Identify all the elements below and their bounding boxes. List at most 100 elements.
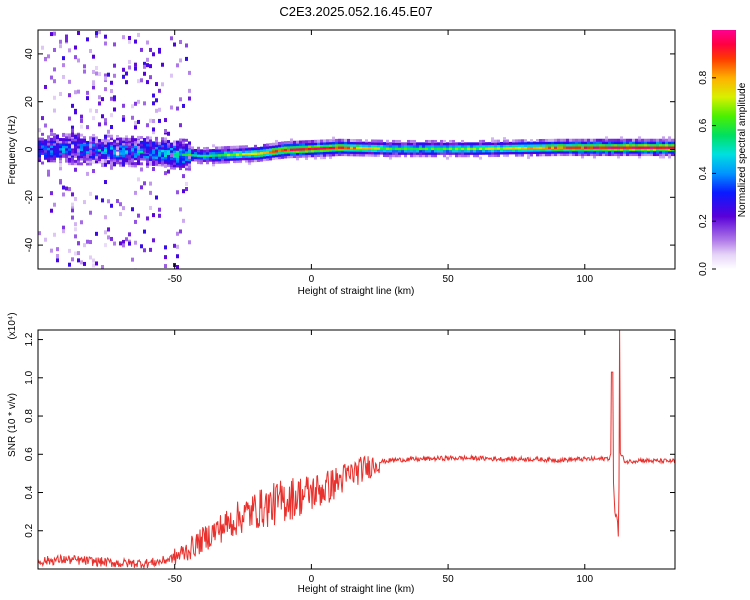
spectrogram-cell — [518, 141, 521, 145]
spectrogram-cell — [128, 232, 131, 237]
spectrogram-cell — [176, 145, 179, 149]
spectrogram-cell — [401, 142, 404, 146]
spectrogram-cell — [668, 143, 671, 147]
spectrogram-cell — [545, 138, 548, 142]
spectrogram-cell — [95, 195, 98, 200]
spectrogram-cell — [521, 144, 524, 148]
spectrogram-cell — [104, 151, 107, 155]
spectrogram-cell — [251, 152, 254, 156]
spectrogram-cell — [458, 144, 461, 148]
spectrogram-cell — [59, 145, 62, 149]
spectrogram-cell — [71, 257, 74, 262]
spectrogram-cell — [416, 149, 419, 153]
spectrogram-cell — [560, 138, 563, 142]
spectrogram-cell — [245, 150, 248, 154]
spectrogram-cell — [137, 32, 140, 37]
spectrogram-cell — [164, 144, 167, 148]
spectrogram-cell — [185, 143, 188, 147]
spectrogram-cell — [422, 149, 425, 153]
spectrogram-cell — [191, 153, 194, 157]
spectrogram-cell — [497, 139, 500, 143]
spectrogram-cell — [173, 142, 176, 146]
spectrogram-cell — [134, 101, 137, 106]
spectrogram-cell — [134, 152, 137, 156]
spectrogram-cell — [398, 149, 401, 153]
spectrogram-cell — [590, 150, 593, 154]
spectrogram-cell — [266, 153, 269, 157]
spectrogram-cell — [128, 140, 131, 144]
spectrogram-cell — [38, 159, 41, 163]
spectrogram-cell — [98, 150, 101, 154]
spectrogram-cell — [74, 147, 77, 151]
spectrogram-cell — [626, 143, 629, 147]
spectrogram-cell — [140, 162, 143, 166]
spectrogram-cell — [74, 152, 77, 156]
spectrogram-cell — [458, 151, 461, 155]
spectrogram-cell — [128, 142, 131, 146]
spectrogram-cell — [62, 74, 65, 79]
spectrogram-cell — [239, 155, 242, 159]
spectrogram-cell — [263, 146, 266, 150]
colorbar-tick-label: 0.6 — [698, 118, 709, 132]
spectrogram-cell — [89, 210, 92, 215]
spectrogram-cell — [419, 149, 422, 153]
spectrogram-cell — [551, 143, 554, 147]
spectrogram-cell — [116, 137, 119, 141]
spectrogram-cell — [224, 146, 227, 150]
spectrogram-cell — [263, 153, 266, 157]
spectrogram-cell — [80, 150, 83, 154]
spectrogram-cell — [77, 157, 80, 161]
spectrogram-cell — [62, 56, 65, 61]
spectrogram-cell — [89, 157, 92, 161]
spectrogram-cell — [101, 97, 104, 102]
spectrogram-cell — [401, 149, 404, 153]
spectrogram-cell — [395, 139, 398, 143]
spectrogram-cell — [323, 141, 326, 145]
spectrogram-cell — [167, 159, 170, 163]
spectrogram-cell — [311, 151, 314, 155]
spectrogram-cell — [128, 164, 131, 168]
spectrogram-cell — [641, 141, 644, 145]
spectrogram-cell — [68, 154, 71, 158]
spectrogram-cell — [323, 153, 326, 157]
spectrogram-cell — [110, 149, 113, 153]
spectrogram-cell — [62, 150, 65, 154]
spectrogram-cell — [398, 154, 401, 158]
spectrogram-cell — [458, 142, 461, 146]
spectrogram-cell — [125, 152, 128, 156]
spectrogram-cell — [284, 150, 287, 154]
spectrogram-cell — [191, 155, 194, 159]
spectrogram-cell — [164, 139, 167, 143]
spectrogram-cell — [110, 134, 113, 138]
spectrogram-cell — [71, 149, 74, 154]
spectrogram-cell — [455, 147, 458, 151]
colorbar-ticks: 0.00.20.40.60.8 — [698, 70, 716, 276]
spectrogram-cell — [620, 141, 623, 145]
spectrogram-cell — [155, 153, 158, 157]
spectrogram-cell — [119, 212, 122, 217]
spectrogram-cell — [635, 143, 638, 147]
spectrogram-cell — [194, 151, 197, 155]
spectrogram-cell — [620, 150, 623, 154]
spectrogram-cell — [509, 146, 512, 150]
spectrogram-cell — [269, 155, 272, 159]
spectrogram-cell — [152, 158, 155, 162]
spectrogram-cell — [149, 146, 152, 150]
spectrogram-cell — [323, 144, 326, 148]
spectrogram-cell — [290, 148, 293, 152]
spectrogram-cell — [314, 151, 317, 155]
spectrogram-cell — [188, 162, 191, 166]
x-tick-label: 50 — [443, 274, 455, 285]
spectrogram-cell — [122, 162, 125, 167]
spectrogram-cell — [134, 62, 137, 67]
spectrogram-cell — [287, 152, 290, 156]
spectrogram-cell — [575, 150, 578, 154]
spectrogram-cell — [176, 244, 179, 249]
spectrogram-cell — [440, 149, 443, 153]
spectrogram-cell — [383, 151, 386, 155]
spectrogram-cell — [671, 143, 674, 147]
spectrogram-cell — [146, 149, 149, 154]
spectrogram-cell — [188, 96, 191, 101]
spectrogram-cell — [98, 153, 101, 157]
colorbar-scale — [712, 30, 736, 269]
